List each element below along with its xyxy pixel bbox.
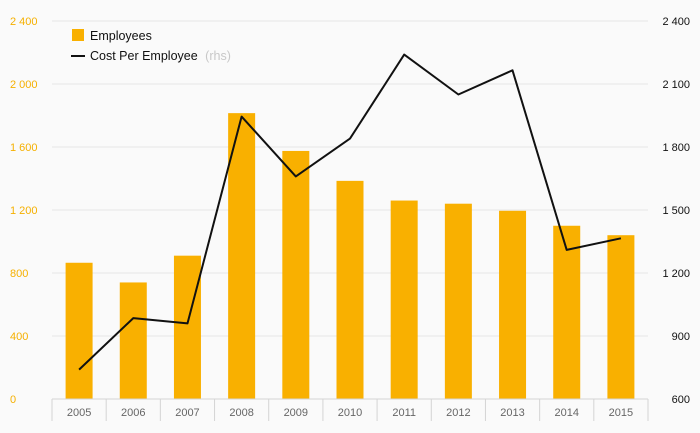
- x-tick-label: 2012: [446, 407, 470, 419]
- bar-2005: [65, 262, 93, 399]
- left-axis: 0 400 800 1 200 1 600 2 000 2 400: [10, 16, 38, 406]
- bars-employees: [65, 113, 635, 399]
- left-tick-label: 2 400: [10, 16, 38, 28]
- left-tick-label: 1 600: [10, 142, 38, 154]
- right-tick-label: 1 200: [662, 268, 690, 280]
- x-tick-label: 2011: [392, 407, 416, 419]
- left-tick-label: 0: [10, 394, 16, 406]
- bar-2015: [607, 235, 635, 399]
- line-path: [78, 53, 622, 371]
- legend-label-cost-per-employee: Cost Per Employee (rhs): [90, 49, 231, 63]
- x-tick-label: 2010: [338, 407, 362, 419]
- right-axis: 600 900 1 200 1 500 1 800 2 100 2 400: [662, 16, 690, 406]
- bar-2008: [228, 113, 256, 399]
- x-tick-label: 2008: [229, 407, 253, 419]
- legend-label-employees: Employees: [90, 29, 152, 43]
- legend-label-cost-name: Cost Per Employee: [90, 49, 198, 63]
- right-tick-label: 1 500: [662, 205, 690, 217]
- x-tick-label: 2005: [67, 407, 91, 419]
- bar-2006: [119, 282, 147, 399]
- right-tick-label: 900: [672, 331, 690, 343]
- x-tick-label: 2015: [609, 407, 633, 419]
- right-tick-label: 1 800: [662, 142, 690, 154]
- legend-label-rhs: (rhs): [205, 49, 231, 63]
- x-axis: 2005 2006 2007 2008 2009 2010 2011 2012 2013 2014…: [51, 398, 649, 421]
- left-tick-label: 800: [10, 268, 28, 280]
- x-tick-label: 2014: [554, 407, 578, 419]
- x-tick-label: 2009: [284, 407, 308, 419]
- x-tick-label: 2006: [121, 407, 145, 419]
- bar-2011: [390, 200, 418, 399]
- x-tick-label: 2013: [500, 407, 524, 419]
- line-cost-per-employee: [78, 53, 622, 371]
- right-tick-label: 2 100: [662, 79, 690, 91]
- left-tick-label: 1 200: [10, 205, 38, 217]
- bar-2014: [553, 225, 581, 399]
- bar-2012: [444, 203, 472, 399]
- bar-2007: [173, 255, 201, 399]
- legend-swatch-employees: [72, 29, 84, 41]
- left-tick-label: 2 000: [10, 79, 38, 91]
- bar-2009: [282, 150, 310, 399]
- bar-2010: [336, 180, 364, 399]
- bar-2013: [499, 210, 527, 399]
- left-tick-label: 400: [10, 331, 28, 343]
- right-tick-label: 600: [672, 394, 690, 406]
- x-tick-label: 2007: [175, 407, 199, 419]
- legend: Employees Cost Per Employee (rhs): [71, 29, 231, 63]
- right-tick-label: 2 400: [662, 16, 690, 28]
